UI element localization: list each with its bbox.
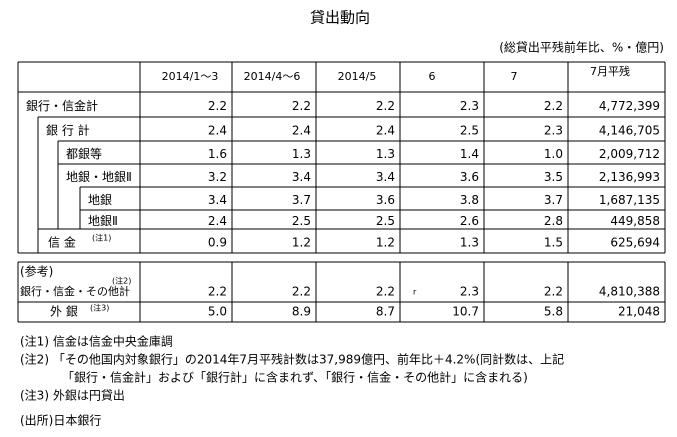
cell: 3.4 <box>376 170 395 184</box>
row-label: 銀 行 計 <box>46 123 90 138</box>
row-label: 外 銀 <box>50 305 78 319</box>
cell: 5.0 <box>208 305 227 319</box>
column-header: 7月平残 <box>590 64 630 78</box>
row-label: 信 金 <box>48 235 76 250</box>
row-label: 地銀Ⅱ <box>88 214 118 228</box>
cell: 625,694 <box>610 236 660 250</box>
cell: 3.5 <box>544 170 563 184</box>
row-note: (注3) <box>90 303 109 313</box>
row-note: (注2) <box>112 276 131 286</box>
cell: 2.4 <box>376 124 395 138</box>
reference-label: (参考) <box>20 264 53 279</box>
row-label: 都銀等 <box>66 147 102 161</box>
title: 貸出動向 <box>310 9 370 27</box>
cell: 2.2 <box>208 99 227 113</box>
cell: 2.4 <box>208 214 227 228</box>
cell: 2.4 <box>208 124 227 138</box>
cell: 1.2 <box>292 236 311 250</box>
cell: 3.8 <box>460 193 479 207</box>
footnote: (注2) 「その他国内対象銀行」の2014年7月平残計数は37,989億円、前年… <box>20 352 564 367</box>
row-label: 銀行・信金計 <box>26 98 98 113</box>
cell: 2.5 <box>292 214 311 228</box>
cell: 2,009,712 <box>599 147 660 161</box>
cell: 2.5 <box>460 124 479 138</box>
cell: 2.2 <box>292 285 311 299</box>
cell: 8.9 <box>292 305 311 319</box>
cell: 3.2 <box>208 170 227 184</box>
cell: 2.3 <box>460 99 479 113</box>
cell: 2.3 <box>460 285 479 299</box>
cell: 0.9 <box>208 236 227 250</box>
footnote: 「銀行・信金計」および「銀行計」に含まれず、「銀行・信金・その他計」に含まれる) <box>62 370 528 385</box>
cell: 4,810,388 <box>599 285 660 299</box>
cell: 1.2 <box>376 236 395 250</box>
cell: 21,048 <box>618 305 660 319</box>
row-label: 地銀 <box>88 193 112 207</box>
cell: 10.7 <box>452 305 479 319</box>
cell: 4,772,399 <box>599 99 660 113</box>
cell: 2.2 <box>376 285 395 299</box>
cell: 3.7 <box>292 193 311 207</box>
row-label: 銀行・信金・その他計 <box>20 284 130 298</box>
revised-mark: r <box>413 288 417 297</box>
cell: 1.3 <box>460 236 479 250</box>
cell: 5.8 <box>544 305 563 319</box>
cell: 2.8 <box>544 214 563 228</box>
cell: 3.4 <box>208 193 227 207</box>
cell: 3.6 <box>376 193 395 207</box>
column-header: 2014/4～6 <box>244 70 301 83</box>
row-label: 地銀・地銀Ⅱ <box>66 170 132 184</box>
cell: 1.0 <box>544 147 563 161</box>
cell: 1.3 <box>376 147 395 161</box>
row-note: (注1) <box>92 233 111 243</box>
cell: 449,858 <box>610 214 660 228</box>
cell: 3.4 <box>292 170 311 184</box>
unit-note: (総貸出平残前年比、%・億円) <box>499 40 664 55</box>
cell: 2,136,993 <box>599 170 660 184</box>
cell: 2.2 <box>376 99 395 113</box>
cell: 1.4 <box>460 147 479 161</box>
footnote: (注3) 外銀は円貸出 <box>20 388 125 403</box>
cell: 2.4 <box>292 124 311 138</box>
cell: 1.5 <box>544 236 563 250</box>
source: (出所)日本銀行 <box>20 414 101 428</box>
cell: 2.2 <box>292 99 311 113</box>
column-header: 2014/5 <box>338 70 377 83</box>
column-header: 7 <box>511 70 518 83</box>
cell: 4,146,705 <box>599 124 660 138</box>
cell: 2.2 <box>544 285 563 299</box>
cell: 2.2 <box>544 99 563 113</box>
cell: 8.7 <box>376 305 395 319</box>
cell: 3.6 <box>460 170 479 184</box>
cell: 2.6 <box>460 214 479 228</box>
cell: 3.7 <box>544 193 563 207</box>
cell: 1,687,135 <box>599 193 660 207</box>
cell: 2.5 <box>376 214 395 228</box>
cell: 1.6 <box>208 147 227 161</box>
cell: 1.3 <box>292 147 311 161</box>
footnote: (注1) 信金は信金中央金庫調 <box>20 334 173 349</box>
column-header: 6 <box>429 70 436 83</box>
cell: 2.3 <box>544 124 563 138</box>
cell: 2.2 <box>208 285 227 299</box>
column-header: 2014/1～3 <box>162 70 219 83</box>
